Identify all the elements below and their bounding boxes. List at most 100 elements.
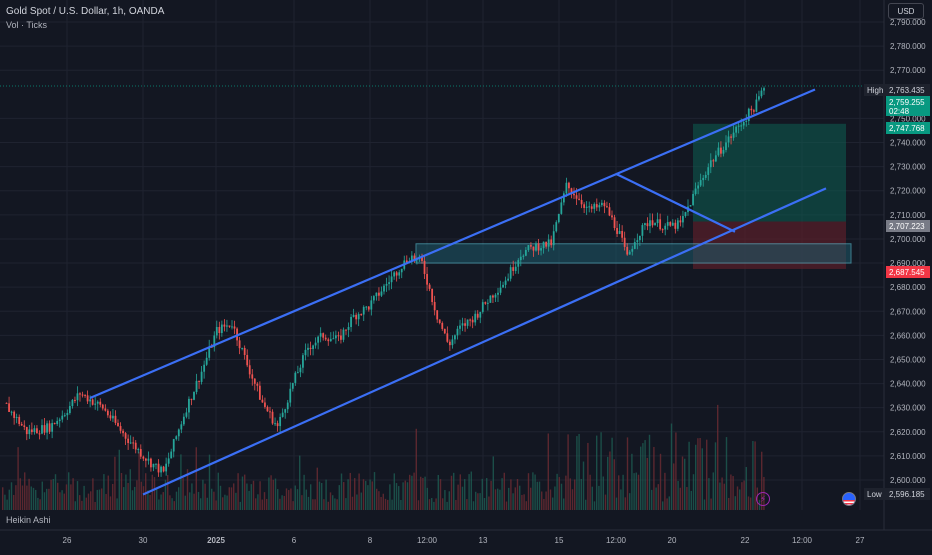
candle-body xyxy=(251,374,254,379)
volume-bar xyxy=(378,491,380,510)
candle-body xyxy=(732,132,735,138)
volume-bar xyxy=(598,485,600,510)
volume-bar xyxy=(439,479,442,510)
volume-bar xyxy=(112,483,114,510)
candle-body xyxy=(606,206,608,208)
volume-bar xyxy=(274,478,277,510)
candle-body xyxy=(469,319,472,321)
high-price-tag: 2,763.435 xyxy=(886,84,930,96)
candle-body xyxy=(727,136,730,143)
volume-bar xyxy=(560,483,563,510)
candle-body xyxy=(150,458,152,468)
candle-body xyxy=(689,205,692,207)
candle-body xyxy=(532,246,535,251)
volume-bar xyxy=(303,474,305,510)
y-tick-label: 2,790.000 xyxy=(890,18,926,27)
volume-bar xyxy=(600,432,602,510)
volume-bar xyxy=(184,495,186,510)
candle-body xyxy=(18,416,21,425)
volume-bar xyxy=(61,490,63,510)
volume-bar xyxy=(197,491,200,510)
volume-bar xyxy=(593,501,596,510)
volume-bar xyxy=(411,475,413,510)
candle-body xyxy=(322,333,325,338)
candle-body xyxy=(284,409,287,413)
volume-bar xyxy=(332,495,334,510)
volume-bar xyxy=(725,437,728,510)
candle-body xyxy=(15,416,18,418)
volume-bar xyxy=(391,499,393,510)
volume-bar xyxy=(607,456,609,510)
candle-body xyxy=(545,241,548,247)
candle-body xyxy=(573,193,575,196)
volume-bar xyxy=(398,486,400,510)
candle-body xyxy=(454,335,456,340)
volume-bar xyxy=(336,499,338,510)
candle-body xyxy=(139,449,142,457)
volume-bar xyxy=(237,473,239,510)
us-flag-icon[interactable] xyxy=(842,492,856,506)
candle-body xyxy=(142,456,145,459)
volume-bar xyxy=(169,495,171,510)
candle-body xyxy=(613,217,616,229)
candle-body xyxy=(238,340,241,349)
candle-body xyxy=(694,188,697,194)
candle-body xyxy=(84,394,86,396)
volume-bar xyxy=(670,423,673,510)
candle-body xyxy=(697,185,700,189)
volume-bar xyxy=(565,475,567,510)
candle-body xyxy=(127,438,130,443)
volume-bar xyxy=(664,472,666,510)
volume-bar xyxy=(158,499,160,510)
volume-bar xyxy=(492,456,494,510)
volume-bar xyxy=(167,474,169,510)
volume-indicator-label[interactable]: Vol · Ticks xyxy=(6,20,48,30)
volume-bar xyxy=(477,493,479,510)
candle-body xyxy=(117,422,119,427)
currency-button[interactable]: USD xyxy=(888,3,924,19)
volume-bar xyxy=(314,499,316,510)
volume-bar xyxy=(279,498,281,510)
candle-body xyxy=(395,272,398,276)
candle-body xyxy=(190,398,193,400)
volume-bar xyxy=(567,434,569,510)
volume-bar xyxy=(63,493,65,510)
chart-style-label[interactable]: Heikin Ashi xyxy=(6,515,51,525)
candle-body xyxy=(752,110,755,112)
candle-body xyxy=(144,458,147,461)
volume-bar xyxy=(710,498,712,510)
x-tick-label: 20 xyxy=(668,536,677,545)
volume-bar xyxy=(576,436,578,510)
candle-body xyxy=(182,416,185,425)
volume-bar xyxy=(602,476,604,510)
volume-bar xyxy=(406,482,409,510)
volume-bar xyxy=(466,499,468,510)
y-tick-label: 2,740.000 xyxy=(890,139,926,148)
candle-body xyxy=(433,301,436,311)
candle-body xyxy=(226,325,228,327)
volume-bar xyxy=(202,479,204,510)
y-tick-label: 2,750.000 xyxy=(890,114,926,123)
volume-bar xyxy=(26,485,28,510)
candle-body xyxy=(524,250,527,256)
candle-body xyxy=(296,372,299,374)
volume-bar xyxy=(761,451,763,510)
volume-bar xyxy=(437,474,439,510)
lightning-icon[interactable]: ⚡ xyxy=(756,492,770,506)
candle-body xyxy=(380,291,383,296)
candle-body xyxy=(370,300,373,310)
volume-bar xyxy=(107,475,109,510)
candle-body xyxy=(560,202,563,214)
candle-body xyxy=(291,382,294,389)
candle-body xyxy=(755,99,758,112)
candle-body xyxy=(522,255,525,257)
volume-bar xyxy=(52,479,54,510)
candle-body xyxy=(466,319,469,326)
volume-bar xyxy=(514,487,516,510)
candle-body xyxy=(410,255,413,262)
candle-body xyxy=(393,272,396,277)
volume-bar xyxy=(717,404,719,510)
candle-body xyxy=(99,401,102,405)
